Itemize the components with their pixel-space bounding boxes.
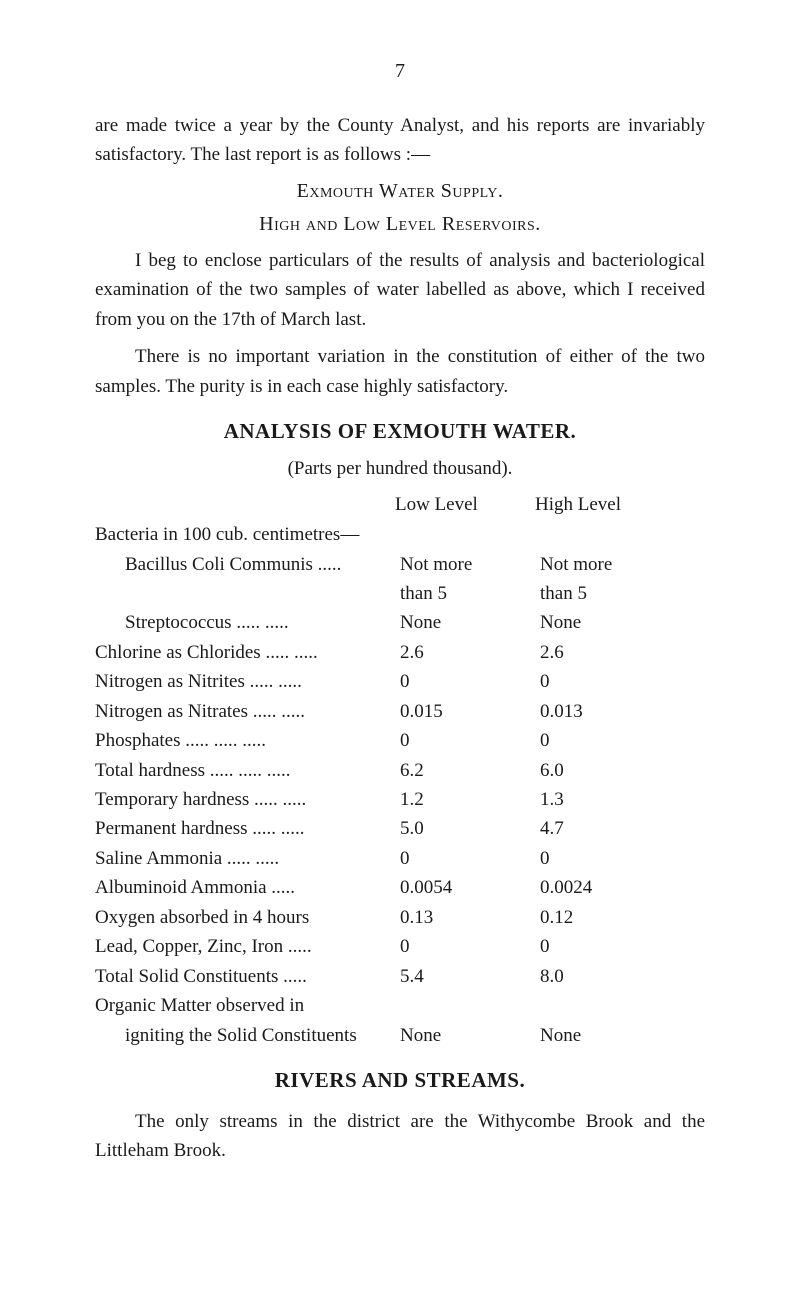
- row-low-value: 1.2: [400, 785, 540, 814]
- table-row: Phosphates ..... ..... .....00: [95, 726, 705, 755]
- table-row: Oxygen absorbed in 4 hours0.130.12: [95, 903, 705, 932]
- table-row: Saline Ammonia ..... .....00: [95, 844, 705, 873]
- row-low-value: 0.015: [400, 697, 540, 726]
- row-label: Total hardness ..... ..... .....: [95, 756, 400, 785]
- row-label: Temporary hardness ..... .....: [95, 785, 400, 814]
- table-row: than 5than 5: [95, 579, 705, 608]
- table-row: Albuminoid Ammonia .....0.00540.0024: [95, 873, 705, 902]
- row-low-value: None: [400, 608, 540, 637]
- row-low-value: 0: [400, 726, 540, 755]
- row-high-value: 2.6: [540, 638, 680, 667]
- row-high-value: 4.7: [540, 814, 680, 843]
- table-row: Total Solid Constituents .....5.48.0: [95, 962, 705, 991]
- row-low-value: 0: [400, 844, 540, 873]
- row-high-value: 0.013: [540, 697, 680, 726]
- row-low-value: 0: [400, 667, 540, 696]
- row-low-value: 5.0: [400, 814, 540, 843]
- row-label: Total Solid Constituents .....: [95, 962, 400, 991]
- paragraph-3: There is no important variation in the c…: [95, 342, 705, 401]
- heading-analysis: ANALYSIS OF EXMOUTH WATER.: [95, 419, 705, 444]
- row-label: Albuminoid Ammonia .....: [95, 873, 400, 902]
- row-high-value: 0.12: [540, 903, 680, 932]
- row-label: Organic Matter observed in: [95, 991, 400, 1020]
- col-high-level: High Level: [535, 494, 675, 516]
- col-low-level: Low Level: [395, 494, 535, 516]
- row-high-value: 6.0: [540, 756, 680, 785]
- row-high-value: 0: [540, 844, 680, 873]
- row-low-value: Not more: [400, 550, 540, 579]
- table-row: Total hardness ..... ..... .....6.26.0: [95, 756, 705, 785]
- table-row: Streptococcus ..... .....NoneNone: [95, 608, 705, 637]
- row-low-value: 5.4: [400, 962, 540, 991]
- table-row: Nitrogen as Nitrites ..... .....00: [95, 667, 705, 696]
- bacteria-line: Bacteria in 100 cub. centimetres—: [95, 520, 705, 549]
- row-label: Saline Ammonia ..... .....: [95, 844, 400, 873]
- table-row: Lead, Copper, Zinc, Iron .....00: [95, 932, 705, 961]
- row-label: Chlorine as Chlorides ..... .....: [95, 638, 400, 667]
- row-label: Oxygen absorbed in 4 hours: [95, 903, 400, 932]
- analysis-table: Bacillus Coli Communis .....Not moreNot …: [95, 550, 705, 1050]
- row-high-value: 0.0024: [540, 873, 680, 902]
- table-row: Chlorine as Chlorides ..... .....2.62.6: [95, 638, 705, 667]
- heading-rivers: RIVERS AND STREAMS.: [95, 1068, 705, 1093]
- paragraph-4: The only streams in the district are the…: [95, 1107, 705, 1166]
- row-low-value: 0.0054: [400, 873, 540, 902]
- paragraph-1: are made twice a year by the County Anal…: [95, 111, 705, 170]
- row-low-value: 0: [400, 932, 540, 961]
- table-row: Nitrogen as Nitrates ..... .....0.0150.0…: [95, 697, 705, 726]
- table-row: Organic Matter observed in: [95, 991, 705, 1020]
- row-low-value: 2.6: [400, 638, 540, 667]
- row-high-value: than 5: [540, 579, 680, 608]
- row-high-value: 8.0: [540, 962, 680, 991]
- table-row: Bacillus Coli Communis .....Not moreNot …: [95, 550, 705, 579]
- page-number: 7: [95, 60, 705, 83]
- table-row: igniting the Solid ConstituentsNoneNone: [95, 1021, 705, 1050]
- paragraph-2: I beg to enclose particulars of the resu…: [95, 246, 705, 334]
- row-low-value: None: [400, 1021, 540, 1050]
- row-high-value: 1.3: [540, 785, 680, 814]
- row-label: Nitrogen as Nitrites ..... .....: [95, 667, 400, 696]
- row-high-value: None: [540, 608, 680, 637]
- subhead-highlow: High and Low Level Reservoirs.: [95, 213, 705, 236]
- subhead-exmouth: Exmouth Water Supply.: [95, 180, 705, 203]
- row-label: Streptococcus ..... .....: [95, 608, 400, 637]
- row-high-value: 0: [540, 667, 680, 696]
- row-low-value: than 5: [400, 579, 540, 608]
- row-label: Phosphates ..... ..... .....: [95, 726, 400, 755]
- table-row: Temporary hardness ..... .....1.21.3: [95, 785, 705, 814]
- row-high-value: None: [540, 1021, 680, 1050]
- sub-parts: (Parts per hundred thousand).: [95, 458, 705, 480]
- row-low-value: 6.2: [400, 756, 540, 785]
- table-row: Permanent hardness ..... .....5.04.7: [95, 814, 705, 843]
- row-label: Lead, Copper, Zinc, Iron .....: [95, 932, 400, 961]
- row-label: igniting the Solid Constituents: [95, 1021, 400, 1050]
- row-label: Bacillus Coli Communis .....: [95, 550, 400, 579]
- row-high-value: 0: [540, 932, 680, 961]
- row-label: Permanent hardness ..... .....: [95, 814, 400, 843]
- row-high-value: 0: [540, 726, 680, 755]
- table-header: Low Level High Level: [95, 494, 705, 516]
- row-low-value: 0.13: [400, 903, 540, 932]
- row-high-value: Not more: [540, 550, 680, 579]
- row-label: Nitrogen as Nitrates ..... .....: [95, 697, 400, 726]
